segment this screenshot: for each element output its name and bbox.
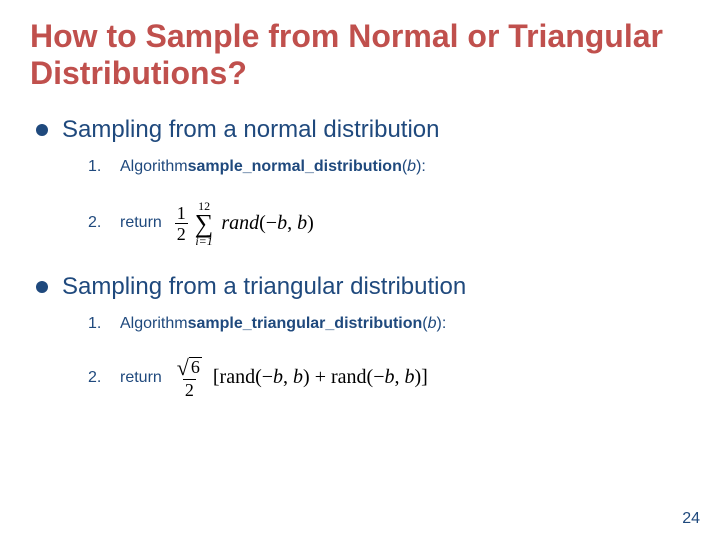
sigma-icon: ∑ — [195, 212, 214, 235]
param: b — [407, 158, 416, 176]
var-b: b — [273, 366, 283, 388]
var-b: b — [297, 212, 307, 234]
var-b: b — [405, 366, 415, 388]
return-keyword: return — [120, 214, 162, 232]
step-body: return √6 2 [rand(−b, b) + rand(−b, b)] — [120, 357, 428, 399]
algorithm-step: 2. return 1 2 12 ∑ i=1 rand(−b, b) — [88, 200, 690, 247]
args-mid: , — [283, 366, 293, 388]
args-open: (− — [259, 212, 277, 234]
sum-lower: i=1 — [195, 235, 212, 247]
page-number: 24 — [682, 510, 700, 528]
args-mid: , — [287, 212, 297, 234]
bullet-text: Sampling from a normal distribution — [62, 116, 440, 144]
var-b: b — [385, 366, 395, 388]
algorithm-list: 1. Algorithm sample_triangular_distribut… — [88, 315, 690, 399]
algorithm-name: sample_triangular_distribution — [188, 315, 423, 333]
slide-title: How to Sample from Normal or Triangular … — [30, 18, 690, 92]
step-number: 1. — [88, 158, 120, 176]
radical-icon: √ — [177, 359, 189, 377]
frac-denominator: 2 — [183, 379, 196, 399]
step-number: 1. — [88, 315, 120, 333]
step-body: Algorithm sample_triangular_distribution… — [120, 315, 446, 333]
return-keyword: return — [120, 369, 162, 387]
paren-close: ): — [416, 158, 426, 176]
rand-fn: rand — [221, 212, 259, 234]
algorithm-name: sample_normal_distribution — [188, 158, 402, 176]
step-prefix: Algorithm — [120, 315, 188, 333]
frac-numerator: √6 — [175, 357, 204, 379]
plus: + — [310, 366, 331, 388]
frac-numerator: 1 — [175, 204, 188, 223]
slide: How to Sample from Normal or Triangular … — [0, 0, 720, 399]
formula-normal: 1 2 12 ∑ i=1 rand(−b, b) — [172, 200, 314, 247]
bullet-item: Sampling from a triangular distribution — [30, 273, 690, 301]
args-close: ) — [307, 212, 314, 234]
rbracket: ] — [421, 366, 428, 388]
fraction: 1 2 — [175, 204, 188, 243]
args-open: (− — [367, 366, 385, 388]
args-open: (− — [255, 366, 273, 388]
args-mid: , — [395, 366, 405, 388]
frac-denominator: 2 — [175, 223, 188, 243]
var-b: b — [277, 212, 287, 234]
step-prefix: Algorithm — [120, 158, 188, 176]
args-close: ) — [303, 366, 310, 388]
param: b — [428, 315, 437, 333]
paren-close: ): — [437, 315, 447, 333]
var-b: b — [293, 366, 303, 388]
algorithm-step: 1. Algorithm sample_triangular_distribut… — [88, 315, 690, 333]
rand-fn: rand — [331, 366, 367, 388]
rand-call: rand(−b, b) — [221, 212, 313, 235]
algorithm-step: 1. Algorithm sample_normal_distribution … — [88, 158, 690, 176]
fraction: √6 2 — [175, 357, 204, 399]
bracket-expr: [rand(−b, b) + rand(−b, b)] — [213, 366, 428, 389]
bullet-text: Sampling from a triangular distribution — [62, 273, 466, 301]
algorithm-list: 1. Algorithm sample_normal_distribution … — [88, 158, 690, 247]
step-body: Algorithm sample_normal_distribution ( b… — [120, 158, 426, 176]
step-body: return 1 2 12 ∑ i=1 rand(−b, b) — [120, 200, 314, 247]
bullet-item: Sampling from a normal distribution — [30, 116, 690, 144]
root-value: 6 — [189, 357, 202, 378]
lbracket: [ — [213, 366, 220, 388]
formula-triangular: √6 2 [rand(−b, b) + rand(−b, b)] — [172, 357, 428, 399]
step-number: 2. — [88, 369, 120, 387]
bullet-icon — [36, 124, 48, 136]
bullet-icon — [36, 281, 48, 293]
summation: 12 ∑ i=1 — [195, 200, 214, 247]
rand-fn: rand — [220, 366, 256, 388]
algorithm-step: 2. return √6 2 [rand(−b, b) + rand(−b, b… — [88, 357, 690, 399]
step-number: 2. — [88, 214, 120, 232]
